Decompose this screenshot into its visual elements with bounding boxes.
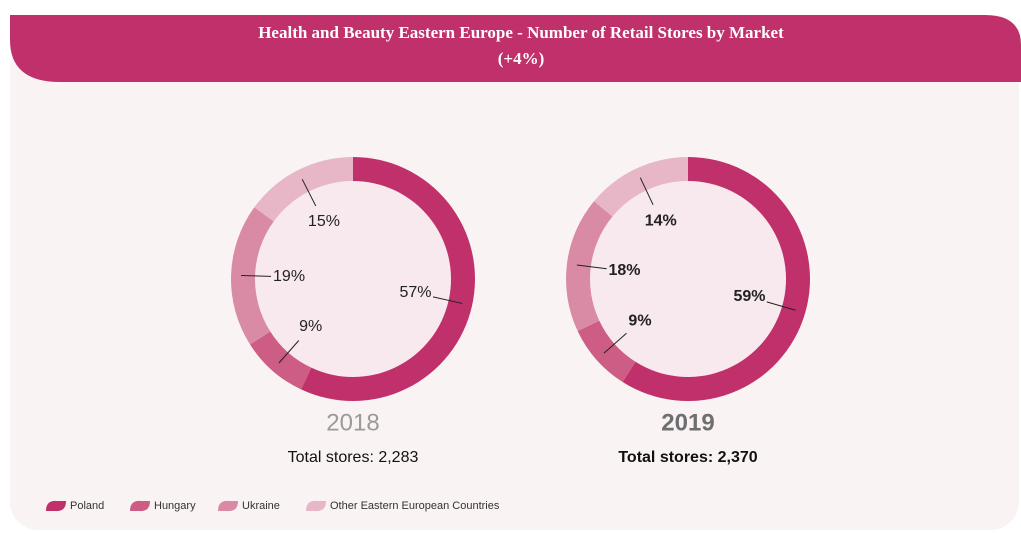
legend-label: Poland	[70, 500, 104, 512]
donut-segment	[622, 157, 810, 401]
leader-line	[432, 296, 463, 304]
donut-chart: 59% 9% 18% 14% 2019 Total stores: 2,370	[566, 157, 810, 466]
year-label: 2019	[661, 409, 714, 436]
leader-line	[301, 178, 317, 207]
chart-subtitle: (+4%)	[498, 49, 545, 68]
leader-line	[576, 264, 607, 270]
legend-swatch	[218, 500, 238, 512]
leader-line	[278, 340, 300, 364]
legend: Poland Hungary Ukraine Other Eastern Europe…	[46, 500, 500, 512]
leader-line	[766, 301, 796, 311]
legend-swatch	[130, 500, 150, 512]
data-label: 59%	[733, 288, 765, 305]
legend-swatch	[306, 500, 326, 512]
data-label: 9%	[628, 313, 651, 330]
leader-line	[639, 177, 654, 206]
leader-line	[241, 274, 272, 277]
donut-chart: 57% 9% 19% 15% 2018 Total stores: 2,283	[231, 156, 476, 466]
donut-segment	[593, 157, 688, 217]
header-band	[10, 15, 1021, 82]
data-label: 57%	[399, 284, 431, 301]
donut-segment	[301, 157, 476, 401]
data-label: 9%	[299, 318, 322, 335]
card	[10, 40, 1019, 530]
total-label: Total stores: 2,370	[618, 449, 757, 466]
donut-hole	[255, 181, 451, 377]
legend-swatch	[46, 500, 66, 512]
donut-segment	[254, 156, 353, 222]
data-label: 15%	[308, 213, 340, 230]
chart-title: Health and Beauty Eastern Europe - Numbe…	[258, 23, 784, 42]
leader-line	[603, 332, 627, 354]
donut-hole	[590, 181, 786, 377]
year-label: 2018	[326, 409, 379, 436]
data-label: 18%	[608, 262, 640, 279]
data-label: 14%	[645, 212, 677, 229]
legend-label: Other Eastern European Countries	[330, 500, 500, 512]
charts: 57% 9% 19% 15% 2018 Total stores: 2,283 59% 9% 1…	[231, 156, 810, 466]
data-label: 19%	[273, 268, 305, 285]
legend-label: Ukraine	[242, 500, 280, 512]
legend-label: Hungary	[154, 500, 196, 512]
total-label: Total stores: 2,283	[288, 449, 419, 466]
